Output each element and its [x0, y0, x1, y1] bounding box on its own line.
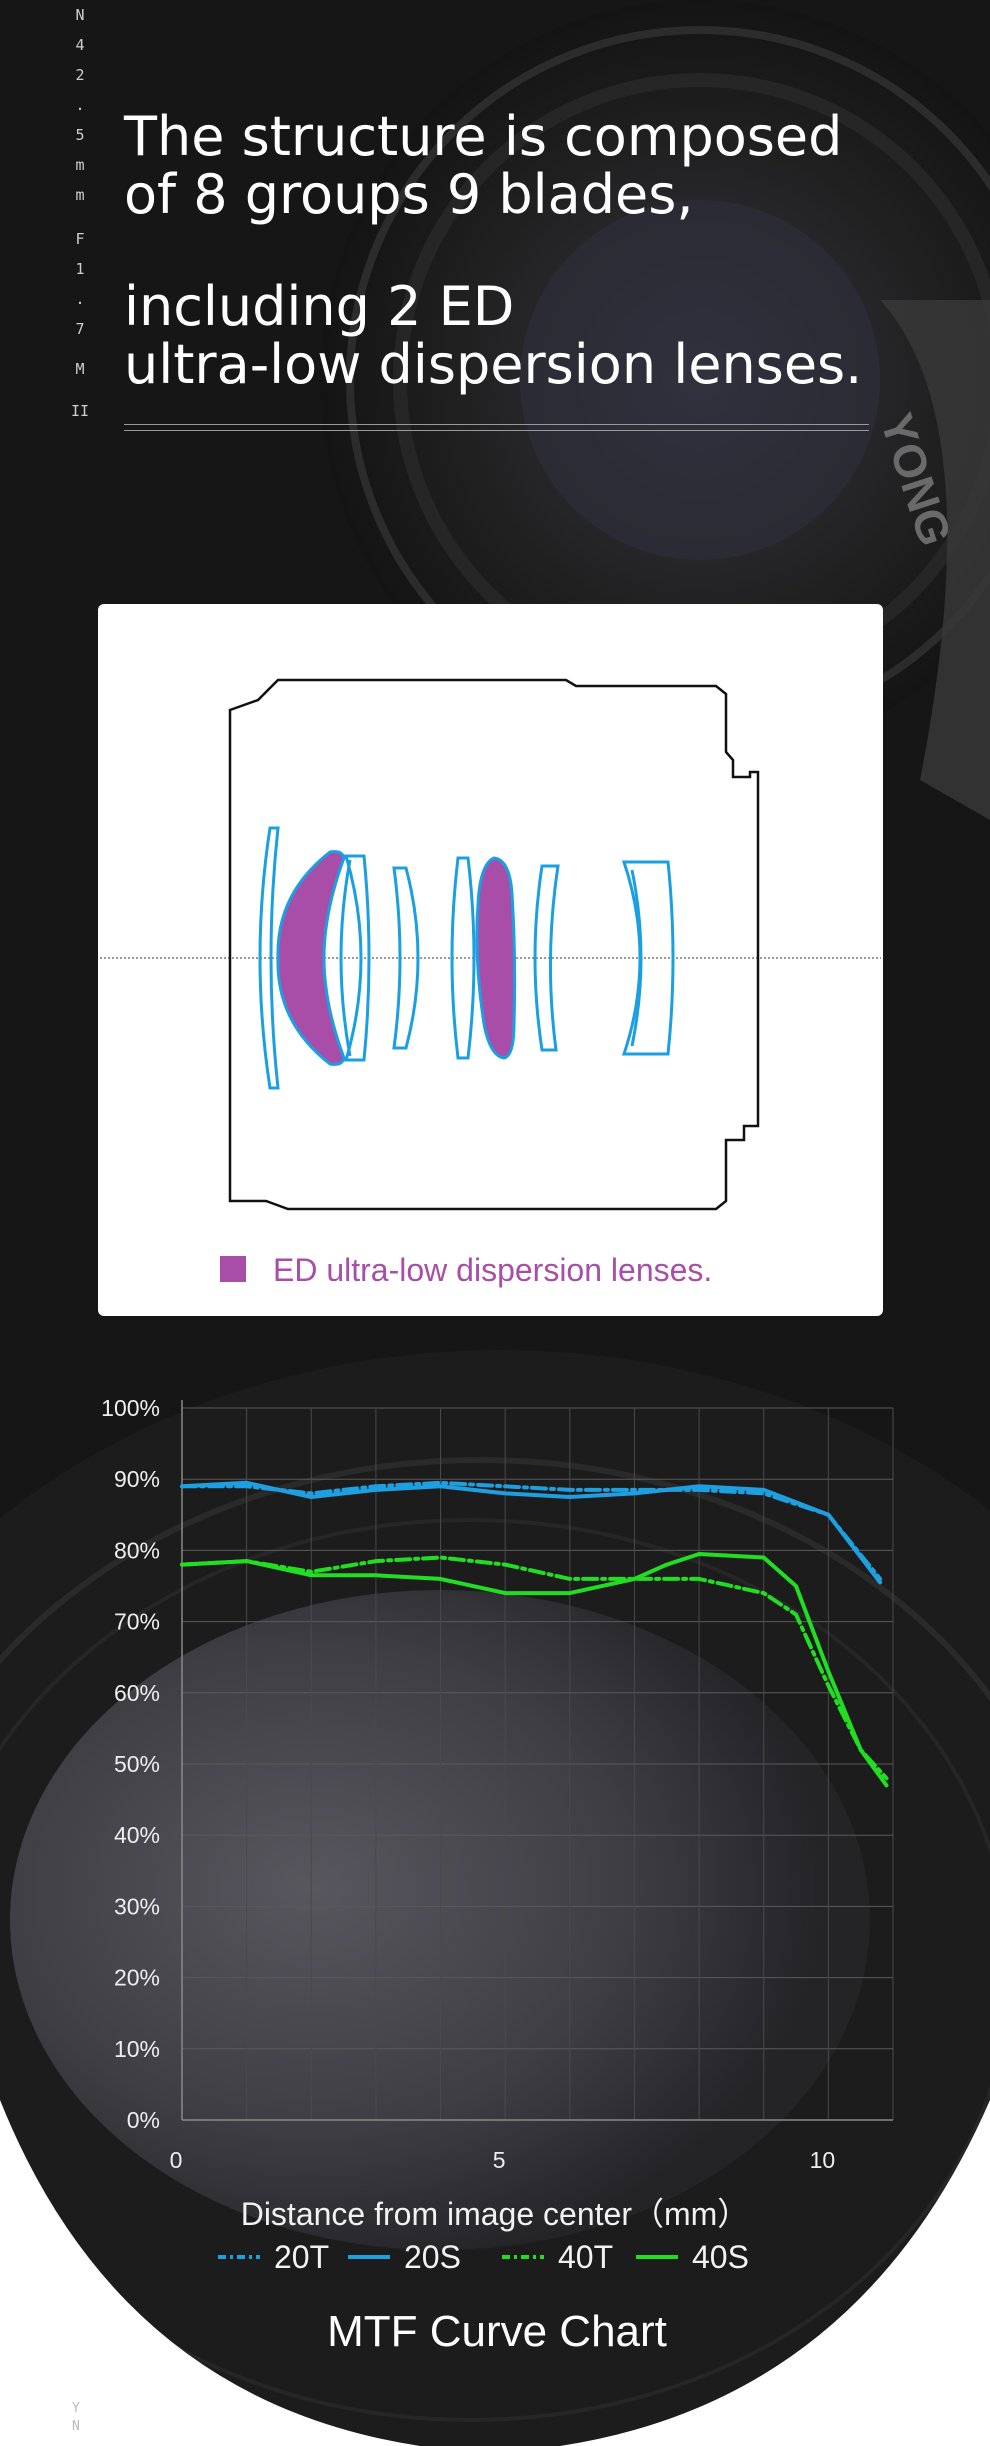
headline: The structure is composed of 8 groups 9 … — [124, 108, 884, 394]
vertical-char: 7 — [75, 320, 85, 338]
lens-element — [533, 864, 560, 1052]
y-tick-label: 80% — [114, 1537, 160, 1563]
y-tick-label: 50% — [114, 1751, 160, 1777]
y-tick-label: 70% — [114, 1609, 160, 1635]
vertical-char: 1 — [75, 260, 85, 278]
lens-structure-panel: ED ultra-low dispersion lenses. — [98, 604, 883, 1316]
y-tick-label: 90% — [114, 1466, 160, 1492]
x-tick-label: 10 — [810, 2147, 836, 2173]
mtf-chart: 0% 10% 20% 30% 40% 50% 60% 70% 80% 90% 100% 0 5 10 Dis… — [101, 1395, 894, 2356]
vertical-char: m — [75, 186, 85, 204]
headline-line-1: The structure is composed — [124, 105, 843, 168]
vertical-char: 5 — [75, 126, 85, 144]
lens-barrel-outline — [228, 678, 760, 1211]
y-tick-label: 100% — [101, 1395, 160, 1421]
ed-legend-swatch — [220, 1256, 246, 1282]
headline-line-2: of 8 groups 9 blades, — [124, 163, 694, 226]
legend-label-40S: 40S — [692, 2239, 749, 2275]
vertical-char: N — [72, 2419, 80, 2434]
vertical-char: . — [75, 290, 85, 308]
y-tick-label: 40% — [114, 1822, 160, 1848]
vertical-char: M — [75, 360, 85, 378]
lens-element — [258, 826, 280, 1090]
series-line-40T — [180, 1555, 889, 1781]
legend-label-20T: 20T — [274, 2239, 329, 2275]
lens-element — [621, 860, 675, 1056]
headline-line-4: ultra-low dispersion lenses. — [124, 333, 863, 396]
vertical-char: Y — [72, 2401, 80, 2416]
series-line-20S — [180, 1480, 883, 1585]
x-tick-label: 0 — [170, 2147, 183, 2173]
vertical-char: m — [75, 156, 85, 174]
divider — [124, 424, 869, 425]
lens-element — [392, 866, 420, 1050]
legend-label-20S: 20S — [404, 2239, 461, 2275]
chart-title: MTF Curve Chart — [327, 2307, 667, 2356]
headline-line-3: including 2 ED — [124, 275, 515, 338]
vertical-char: . — [75, 96, 85, 114]
series-line-40S — [180, 1552, 889, 1788]
lens-element — [339, 859, 352, 1057]
vertical-char: 2 — [75, 66, 85, 84]
y-tick-label: 10% — [114, 2036, 160, 2062]
vertical-char: II — [70, 402, 90, 420]
lens-element — [630, 869, 643, 1047]
divider — [124, 430, 869, 431]
ed-lens-element — [276, 850, 346, 1066]
x-tick-label: 5 — [493, 2147, 506, 2173]
vertical-char: N — [75, 6, 85, 24]
legend-label-40T: 40T — [558, 2239, 613, 2275]
series-line-20T — [180, 1480, 883, 1581]
y-tick-label: 60% — [114, 1680, 160, 1706]
y-tick-label: 20% — [114, 1965, 160, 1991]
y-tick-label: 0% — [127, 2107, 160, 2133]
vertical-model-text: N 4 2. 5 m m F 1. 7 M II — [70, 0, 90, 426]
ed-legend-label: ED ultra-low dispersion lenses. — [273, 1252, 713, 1288]
ed-lens-element — [475, 856, 517, 1060]
y-tick-label: 30% — [114, 1893, 160, 1919]
vertical-char: 4 — [75, 36, 85, 54]
lens-element — [450, 856, 476, 1060]
vertical-char: F — [75, 230, 85, 248]
lens-element — [343, 854, 371, 1062]
x-axis-label: Distance from image center（mm） — [241, 2196, 750, 2232]
lens-structure-diagram — [100, 678, 881, 1211]
